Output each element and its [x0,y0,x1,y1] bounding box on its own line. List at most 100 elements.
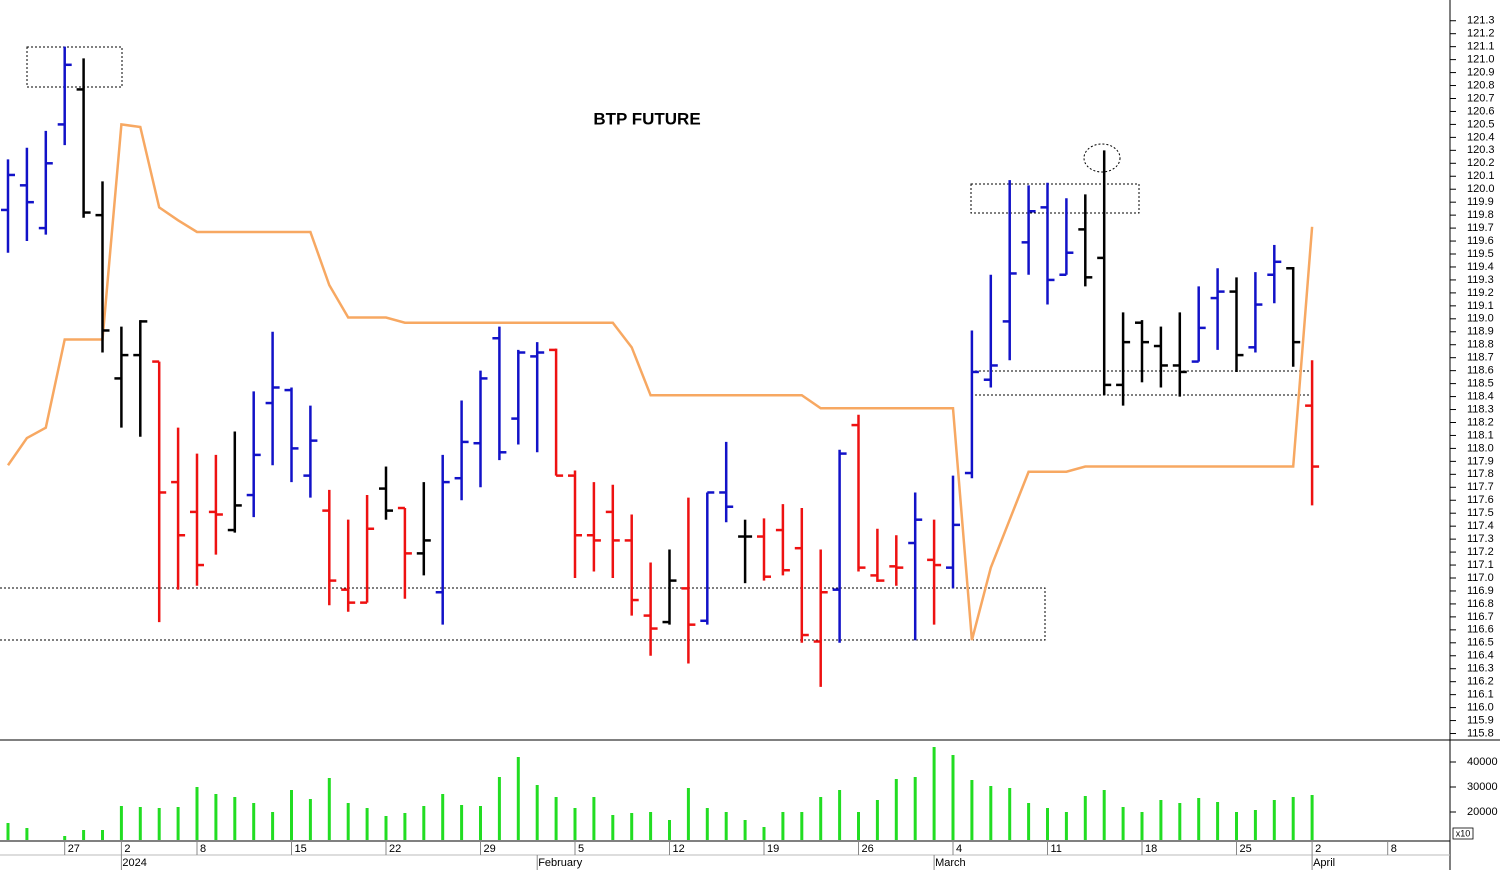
volume-bar [290,790,293,840]
volume-bar [989,786,993,840]
y-tick-label: 20000 [1467,806,1498,818]
volume-bar [951,755,955,840]
volume-bar [1046,808,1049,840]
volume-bar [327,778,331,840]
volume-bar [157,808,161,840]
volume-bar [630,813,634,840]
y-tick-label: 119.5 [1467,248,1494,260]
x-tick-label: 2 [124,843,130,855]
volume-bar [1178,803,1182,840]
y-tick-label: 116.7 [1467,611,1494,623]
volume-bar [6,823,10,840]
y-tick-label: 118.5 [1467,378,1494,390]
y-tick-label: 117.5 [1467,507,1494,519]
volume-bar [705,808,709,840]
y-tick-label: 120.1 [1467,170,1495,182]
volume-bar [1272,800,1276,840]
x-tick-label: 8 [1391,843,1397,855]
y-tick-label: 116.5 [1467,637,1494,649]
volume-bar [1027,803,1031,840]
x-tick-label: 12 [673,843,685,855]
volume-bar [875,800,879,840]
volume-bar [762,827,766,840]
x-tick-label: 11 [1051,843,1062,855]
volume-bar [479,806,482,840]
y-tick-label: 118.9 [1467,326,1494,338]
volume-bar [913,777,917,840]
y-tick-label: 116.0 [1467,702,1494,714]
y-tick-label: 116.9 [1467,585,1494,597]
month-label: 2024 [122,857,146,869]
x-tick-label: 4 [956,843,962,855]
y-tick-label: 121.1 [1467,41,1495,53]
volume-bar [1291,797,1295,840]
volume-bar [101,830,104,840]
y-tick-label: 116.2 [1467,676,1494,688]
y-tick-label: 116.6 [1467,624,1494,636]
volume-bar [365,808,369,840]
volume-bar [1216,802,1220,840]
y-tick-label: 117.0 [1467,572,1494,584]
overlay-line [6,122,1314,641]
annotation-box [970,183,1140,214]
volume-bar [384,816,388,840]
unit-box [1452,827,1474,840]
x-tick-label: 19 [767,843,779,855]
y-tick-label: 119.1 [1467,300,1494,312]
volume-bar [516,757,520,840]
y-tick-label: 121.0 [1467,54,1495,66]
volume-bar [686,788,690,840]
volume-bar [63,836,67,840]
volume-bar [25,828,29,840]
y-tick-label: 119.3 [1467,274,1494,286]
y-tick-label: 120.0 [1467,183,1495,195]
month-label: March [935,857,966,869]
annotation-circle [1083,143,1121,173]
volume-bar [138,807,142,840]
y-tick-label: 120.2 [1467,157,1495,169]
y-tick-label: 115.8 [1467,727,1494,739]
volume-bar [497,777,501,840]
volume-bar [535,785,539,840]
x-tick-label: 18 [1145,843,1157,855]
y-tick-label: 120.4 [1467,131,1495,143]
volume-bar [1310,795,1314,840]
y-tick-label: 118.1 [1467,429,1494,441]
annotation-box [26,46,123,88]
volume-bar [176,807,180,840]
y-tick-label: 119.2 [1467,287,1494,299]
volume-bar [346,803,350,840]
y-tick-label: 119.4 [1467,261,1494,273]
y-tick-label: 116.3 [1467,663,1494,675]
x-tick-label: 2 [1315,843,1321,855]
x-tick-label: 26 [862,843,874,855]
volume-bar [743,820,747,840]
volume-bar [781,812,785,840]
volume-bar [800,812,804,840]
y-tick-label: 119.0 [1467,313,1494,325]
volume-bar [252,803,256,840]
volume-bar [611,815,615,840]
volume-bar [649,812,653,840]
y-tick-label: 120.7 [1467,92,1495,104]
volume-bar [308,799,312,840]
x-tick-label: 15 [295,843,307,855]
volume-bar [592,797,596,840]
volume-bar [1140,812,1144,840]
y-tick-label: 120.3 [1467,144,1495,156]
volume-bar [932,747,936,840]
volume-bar [1121,807,1125,840]
volume-bar [1197,798,1201,840]
y-tick-label: 115.9 [1467,714,1494,726]
y-tick-label: 118.0 [1467,442,1494,454]
unit-label: x10 [1456,828,1471,838]
y-tick-label: 118.6 [1467,365,1494,377]
y-tick-label: 117.7 [1467,481,1494,493]
y-tick-label: 117.2 [1467,546,1494,558]
volume-bar [119,806,123,840]
x-tick-label: 22 [389,843,401,855]
volume-bar [1253,810,1257,840]
x-tick-label: 29 [484,843,496,855]
